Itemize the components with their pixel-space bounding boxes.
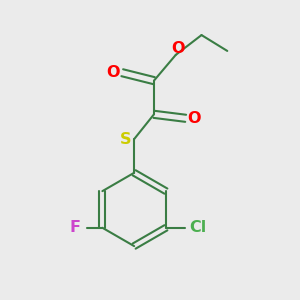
Text: F: F	[70, 220, 81, 235]
Text: Cl: Cl	[189, 220, 206, 235]
Text: S: S	[119, 132, 131, 147]
Text: O: O	[171, 41, 184, 56]
Text: O: O	[106, 65, 120, 80]
Text: O: O	[187, 111, 200, 126]
